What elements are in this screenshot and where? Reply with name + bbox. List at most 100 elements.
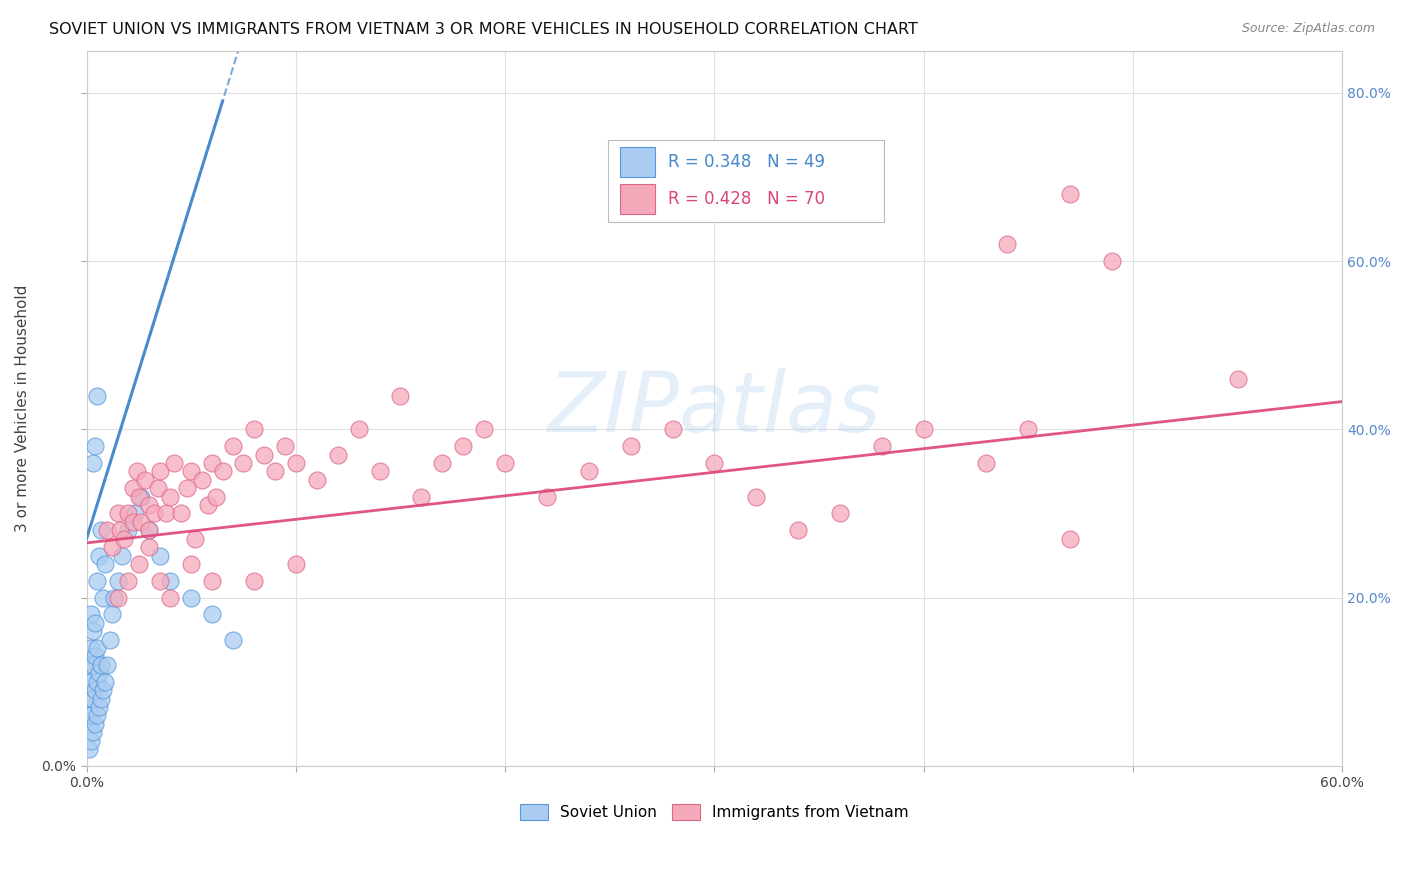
Point — [86, 641, 108, 656]
Point — [253, 448, 276, 462]
Legend: Soviet Union, Immigrants from Vietnam: Soviet Union, Immigrants from Vietnam — [515, 798, 915, 826]
Point — [703, 456, 725, 470]
Point — [828, 507, 851, 521]
Point — [264, 464, 287, 478]
Point — [83, 683, 105, 698]
Point — [472, 422, 495, 436]
Point — [205, 490, 228, 504]
Point — [146, 481, 169, 495]
Point — [124, 507, 146, 521]
Point — [170, 507, 193, 521]
Point — [80, 674, 103, 689]
Point — [94, 674, 117, 689]
Point — [389, 389, 412, 403]
Point — [211, 464, 233, 478]
Point — [87, 700, 110, 714]
Text: Source: ZipAtlas.com: Source: ZipAtlas.com — [1241, 22, 1375, 36]
Point — [86, 574, 108, 588]
Point — [138, 498, 160, 512]
Text: R = 0.428   N = 70: R = 0.428 N = 70 — [668, 190, 825, 208]
Point — [661, 422, 683, 436]
Point — [91, 591, 114, 605]
Point — [1226, 372, 1249, 386]
Point — [536, 490, 558, 504]
Point — [368, 464, 391, 478]
FancyBboxPatch shape — [620, 146, 655, 177]
Point — [347, 422, 370, 436]
Point — [578, 464, 600, 478]
Point — [180, 464, 202, 478]
Point — [1059, 532, 1081, 546]
Point — [83, 716, 105, 731]
Point — [163, 456, 186, 470]
Point — [870, 439, 893, 453]
Point — [243, 574, 266, 588]
Point — [117, 523, 139, 537]
Point — [129, 490, 152, 504]
Point — [243, 422, 266, 436]
Point — [94, 557, 117, 571]
Point — [80, 708, 103, 723]
Point — [284, 456, 307, 470]
Point — [201, 574, 224, 588]
Point — [787, 523, 810, 537]
Point — [108, 523, 131, 537]
Point — [82, 456, 104, 470]
Point — [222, 439, 245, 453]
Point — [121, 481, 143, 495]
Point — [284, 557, 307, 571]
Point — [86, 389, 108, 403]
Point — [77, 742, 100, 756]
Point — [90, 523, 112, 537]
Point — [86, 708, 108, 723]
Point — [494, 456, 516, 470]
Point — [201, 456, 224, 470]
Point — [129, 515, 152, 529]
Point — [1017, 422, 1039, 436]
Point — [82, 725, 104, 739]
Point — [83, 615, 105, 630]
Point — [128, 557, 150, 571]
Point — [176, 481, 198, 495]
Point — [232, 456, 254, 470]
Point — [201, 607, 224, 622]
Point — [117, 574, 139, 588]
Text: ZIPatlas: ZIPatlas — [547, 368, 882, 449]
Point — [976, 456, 998, 470]
Point — [1101, 254, 1123, 268]
Point — [100, 607, 122, 622]
Point — [1059, 186, 1081, 201]
Point — [745, 490, 768, 504]
Point — [107, 591, 129, 605]
Point — [159, 591, 181, 605]
Point — [107, 507, 129, 521]
Y-axis label: 3 or more Vehicles in Household: 3 or more Vehicles in Household — [15, 285, 30, 532]
Point — [432, 456, 454, 470]
FancyBboxPatch shape — [607, 140, 884, 222]
Point — [222, 632, 245, 647]
Point — [80, 607, 103, 622]
Point — [159, 490, 181, 504]
Point — [159, 574, 181, 588]
Point — [82, 691, 104, 706]
Text: R = 0.348   N = 49: R = 0.348 N = 49 — [668, 153, 825, 170]
Point — [155, 507, 177, 521]
Point — [96, 523, 118, 537]
Point — [125, 464, 148, 478]
Point — [184, 532, 207, 546]
Point — [117, 507, 139, 521]
Point — [103, 591, 125, 605]
Point — [197, 498, 219, 512]
Point — [82, 624, 104, 639]
Point — [411, 490, 433, 504]
Point — [83, 439, 105, 453]
Point — [121, 515, 143, 529]
Point — [190, 473, 212, 487]
Point — [91, 683, 114, 698]
Point — [87, 549, 110, 563]
Point — [912, 422, 935, 436]
Point — [90, 657, 112, 672]
Point — [134, 473, 156, 487]
Point — [77, 716, 100, 731]
Point — [274, 439, 297, 453]
